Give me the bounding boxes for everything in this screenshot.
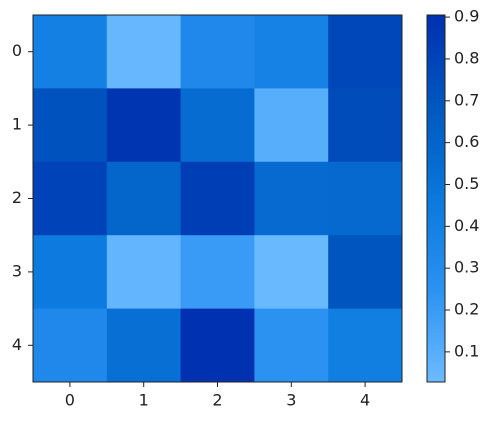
- colorbar-tick-label: 0.3: [454, 258, 479, 277]
- colorbar-tick-label: 0.2: [454, 300, 479, 319]
- y-tick-label: 0: [12, 41, 22, 60]
- x-tick-label: 1: [139, 391, 149, 410]
- heatmap-cell: [180, 15, 255, 89]
- heatmap-cell: [328, 235, 403, 310]
- colorbar: [426, 14, 446, 383]
- heatmap-cell: [106, 308, 182, 383]
- colorbar-tick-label: 0.5: [454, 174, 479, 193]
- heatmap-cell: [180, 88, 255, 163]
- heatmap-cell: [328, 161, 403, 236]
- heatmap-cell: [180, 235, 255, 310]
- y-tick-label: 1: [12, 115, 22, 134]
- heatmap-cell: [254, 308, 329, 383]
- colorbar-tick-label: 0.9: [454, 7, 479, 26]
- colorbar-tick-label: 0.4: [454, 216, 479, 235]
- heatmap-cell: [106, 161, 182, 236]
- heatmap-cell: [180, 308, 255, 383]
- heatmap-cell: [180, 161, 255, 236]
- heatmap-cell: [33, 235, 108, 310]
- heatmap-cell: [106, 235, 182, 310]
- y-tick-label: 3: [12, 261, 22, 280]
- heatmap-cell: [328, 15, 403, 89]
- heatmap-cell: [33, 308, 108, 383]
- colorbar-tick-label: 0.7: [454, 90, 479, 109]
- heatmap-cell: [106, 15, 182, 89]
- y-tick-label: 4: [12, 335, 22, 354]
- x-tick-label: 3: [286, 391, 296, 410]
- heatmap-cell: [254, 235, 329, 310]
- heatmap-cell: [106, 88, 182, 163]
- heatmap-cell: [33, 15, 108, 89]
- heatmap-cell: [328, 88, 403, 163]
- heatmap-cell: [254, 88, 329, 163]
- heatmap-cell: [33, 88, 108, 163]
- x-tick-label: 2: [212, 391, 222, 410]
- y-tick-label: 2: [12, 188, 22, 207]
- heatmap-cell: [254, 161, 329, 236]
- heatmap-cell: [254, 15, 329, 89]
- x-tick-label: 0: [65, 391, 75, 410]
- heatmap-cell: [33, 161, 108, 236]
- colorbar-tick-label: 0.6: [454, 132, 479, 151]
- x-tick-label: 4: [360, 391, 370, 410]
- colorbar-tick-label: 0.8: [454, 48, 479, 67]
- colorbar-tick-label: 0.1: [454, 341, 479, 360]
- heatmap-cell: [328, 308, 403, 383]
